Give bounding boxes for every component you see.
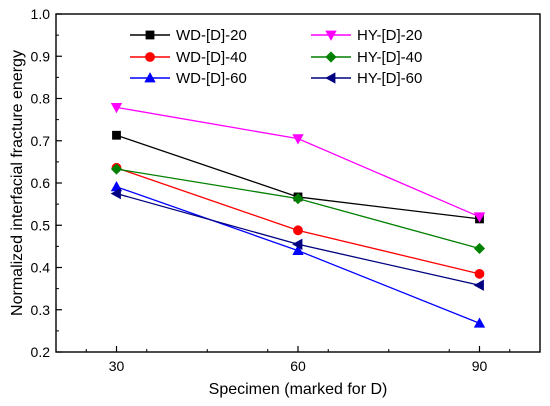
data-point (110, 102, 123, 114)
data-point (110, 187, 121, 200)
x-tick-label: 60 (290, 358, 306, 374)
series-WD-[D]-60 (110, 180, 486, 328)
data-point (112, 130, 121, 140)
data-point (473, 279, 484, 291)
legend-marker (145, 30, 155, 40)
data-point (474, 268, 485, 279)
data-point (473, 242, 486, 255)
legend-label: HY-[D]-40 (357, 49, 422, 66)
data-point (473, 317, 486, 328)
series-layer (110, 102, 486, 328)
series-HY-[D]-40 (110, 163, 486, 255)
y-tick-label: 0.9 (31, 48, 51, 64)
legend-marker (325, 30, 337, 41)
legend: WD-[D]-20 HY-[D]-20 WD-[D]-40 HY-[D]-40 WD-[… (130, 27, 422, 87)
series-line (116, 186, 480, 324)
legend-label: HY-[D]-20 (357, 27, 422, 44)
axis-ticks: 0.2 0.3 0.4 0.5 0.6 0.7 0.8 0.9 1.0 30 60 90 (31, 6, 511, 374)
y-tick-label: 0.8 (31, 91, 51, 107)
legend-label: HY-[D]-60 (357, 70, 422, 87)
series-HY-[D]-60 (110, 187, 484, 291)
data-point (110, 163, 123, 175)
legend-label: WD-[D]-60 (176, 70, 247, 87)
legend-item: WD-[D]-60 (130, 70, 247, 87)
y-axis-title: Normalized interfacial fracture energy (9, 50, 26, 316)
data-point (473, 212, 486, 223)
y-tick-label: 0.7 (31, 133, 51, 149)
y-tick-label: 0.4 (31, 260, 51, 276)
series-line (116, 167, 480, 275)
legend-item: HY-[D]-60 (311, 70, 422, 87)
data-point (292, 134, 304, 145)
legend-label: WD-[D]-40 (176, 49, 247, 66)
legend-item: HY-[D]-40 (311, 49, 422, 66)
y-tick-label: 0.3 (31, 302, 51, 318)
data-point (292, 244, 304, 256)
y-tick-label: 0.5 (31, 217, 51, 233)
legend-item: WD-[D]-20 (130, 27, 247, 44)
plot-frame (55, 13, 541, 353)
data-point (293, 225, 303, 236)
x-axis-title: Specimen (marked for D) (209, 381, 388, 398)
legend-marker (144, 72, 156, 83)
legend-marker (325, 72, 336, 84)
series-HY-[D]-20 (110, 102, 486, 223)
series-WD-[D]-40 (111, 162, 485, 279)
data-point (292, 238, 303, 250)
series-line (116, 192, 480, 286)
legend-marker (145, 52, 155, 62)
legend-item: HY-[D]-20 (311, 27, 422, 44)
legend-label: WD-[D]-20 (176, 27, 247, 44)
legend-marker (325, 51, 337, 63)
legend-item: WD-[D]-40 (130, 49, 247, 66)
y-tick-label: 0.2 (31, 344, 51, 360)
y-tick-label: 1.0 (31, 6, 51, 22)
data-point (292, 193, 304, 205)
y-tick-label: 0.6 (31, 175, 51, 191)
x-tick-label: 30 (109, 358, 125, 374)
x-tick-label: 90 (472, 358, 488, 374)
